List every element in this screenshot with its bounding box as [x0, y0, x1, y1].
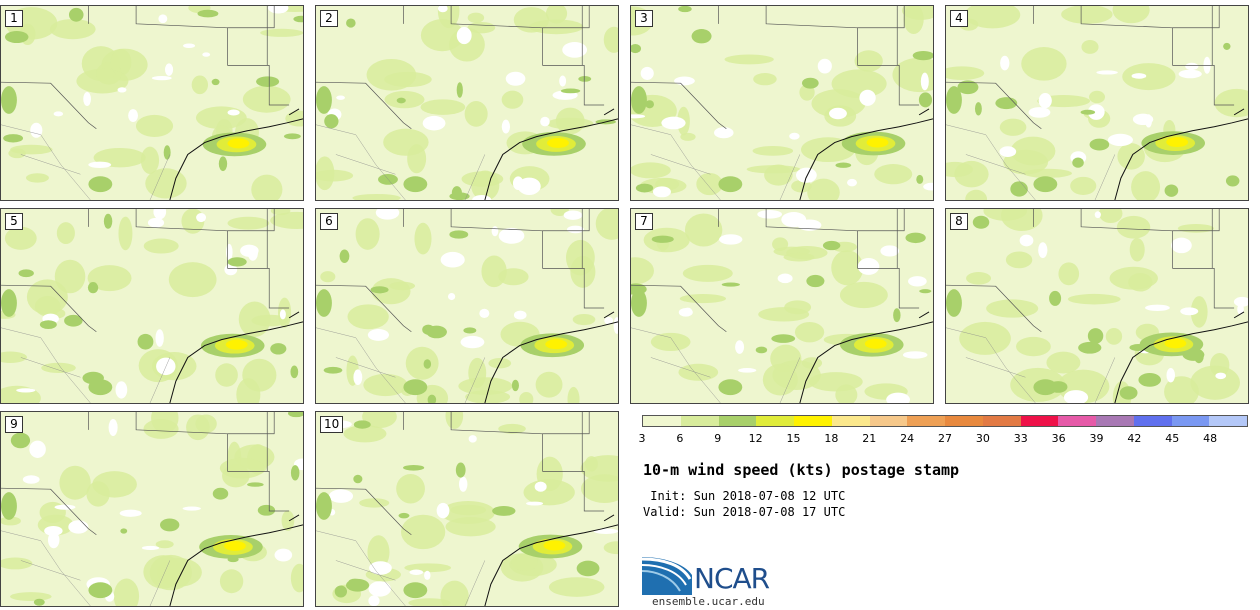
member-label: 1 [5, 10, 23, 27]
member-label: 7 [635, 213, 653, 230]
colorbar-tick-labels: 3 6 9 12 15 18 21 24 27 30 33 36 39 42 45 48 [638, 432, 1248, 446]
colorbar-tick-label: 48 [1203, 432, 1218, 445]
member-label: 3 [635, 10, 653, 27]
member-label: 5 [5, 213, 23, 230]
ncar-logo-icon [642, 557, 692, 595]
member-panel: 5 [0, 208, 304, 404]
wind-speed-colorbar [642, 415, 1248, 427]
colorbar-bin-9 [982, 416, 1021, 426]
valid-time: Valid: Sun 2018-07-08 17 UTC [643, 505, 846, 519]
member-panel: 1 [0, 5, 304, 201]
colorbar-tick-label: 12 [748, 432, 763, 445]
colorbar-bin-3 [756, 416, 794, 426]
member-label: 10 [320, 416, 344, 433]
colorbar-tick-label: 6 [676, 432, 684, 445]
colorbar-tick-label: 33 [1013, 432, 1028, 445]
colorbar-bin-2 [718, 416, 757, 426]
colorbar-bin-6 [869, 416, 908, 426]
colorbar-tick-label: 36 [1051, 432, 1066, 445]
colorbar-tick-label: 24 [900, 432, 915, 445]
ncar-logo-text: NCAR [694, 562, 770, 595]
member-panel: 9 [0, 411, 304, 607]
colorbar-tick-label: 30 [975, 432, 990, 445]
colorbar-tick-label: 3 [638, 432, 646, 445]
colorbar-bin-15 [1209, 416, 1247, 426]
colorbar-bin-5 [831, 416, 870, 426]
colorbar-tick-label: 39 [1089, 432, 1104, 445]
colorbar-bin-12 [1096, 416, 1134, 426]
member-label: 9 [5, 416, 23, 433]
member-panel: 3 [630, 5, 934, 201]
colorbar-bin-14 [1171, 416, 1210, 426]
member-panel: 6 [315, 208, 619, 404]
colorbar-tick-label: 21 [862, 432, 877, 445]
colorbar-tick-label: 15 [786, 432, 801, 445]
colorbar-tick-label: 9 [714, 432, 722, 445]
colorbar-bin-8 [945, 416, 983, 426]
member-panel: 7 [630, 208, 934, 404]
colorbar-tick-label: 42 [1127, 432, 1142, 445]
member-panel: 8 [945, 208, 1249, 404]
member-label: 4 [950, 10, 968, 27]
colorbar-bin-4 [794, 416, 832, 426]
member-label: 8 [950, 213, 968, 230]
website-url: ensemble.ucar.edu [652, 595, 765, 608]
colorbar-bin-0 [643, 416, 681, 426]
colorbar-bin-13 [1133, 416, 1172, 426]
colorbar-tick-label: 45 [1165, 432, 1180, 445]
plot-title: 10-m wind speed (kts) postage stamp [643, 461, 960, 479]
colorbar-tick-label: 18 [824, 432, 839, 445]
member-panel: 4 [945, 5, 1249, 201]
colorbar-bin-7 [907, 416, 945, 426]
member-panel: 10 [315, 411, 619, 607]
init-time: Init: Sun 2018-07-08 12 UTC [643, 489, 846, 503]
colorbar-bin-10 [1020, 416, 1059, 426]
colorbar-bin-11 [1058, 416, 1096, 426]
member-label: 6 [320, 213, 338, 230]
colorbar-bin-1 [680, 416, 719, 426]
colorbar-tick-label: 27 [938, 432, 952, 445]
member-label: 2 [320, 10, 338, 27]
member-panel: 2 [315, 5, 619, 201]
